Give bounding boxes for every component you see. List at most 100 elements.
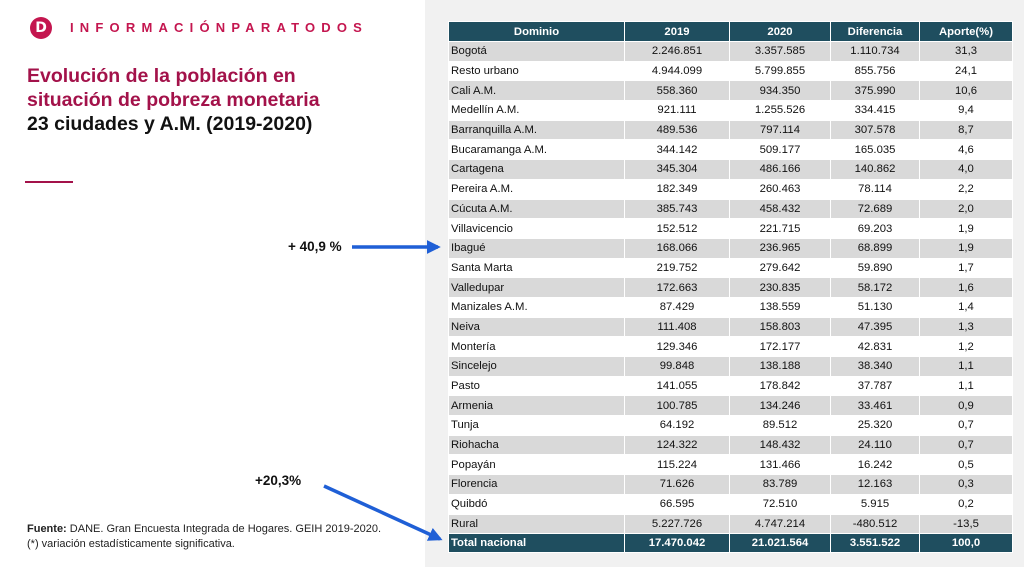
cell-contribution: 24,1 <box>919 60 1013 82</box>
cell-difference: 1.110.734 <box>830 41 920 62</box>
table-row: Bogotá 2.246.851 3.357.585 1.110.734 31,3 <box>448 41 1013 62</box>
cell-difference: 38.340 <box>830 356 920 377</box>
cell-domain: Cali A.M. <box>448 80 625 102</box>
table-header-row: Dominio 2019 2020 Diferencia Aporte(%) <box>448 21 1013 42</box>
cell-domain: Florencia <box>448 474 625 495</box>
title-line-3: 23 ciudades y A.M. (2019-2020) <box>27 113 313 135</box>
poverty-table: Dominio 2019 2020 Diferencia Aporte(%) B… <box>448 21 1013 554</box>
cell-2019: 172.663 <box>624 277 730 298</box>
table-row: Pereira A.M. 182.349 260.463 78.114 2,2 <box>448 178 1013 200</box>
cell-domain: Bucaramanga A.M. <box>448 139 625 161</box>
cell-difference: 375.990 <box>830 80 920 102</box>
cell-domain: Medellín A.M. <box>448 100 625 121</box>
cell-domain: Quibdó <box>448 493 625 515</box>
table-row: Manizales A.M. 87.429 138.559 51.130 1,4 <box>448 296 1013 318</box>
cell-contribution: 1,1 <box>919 375 1013 397</box>
cell-difference: 5.915 <box>830 493 920 515</box>
cell-contribution: -13,5 <box>919 513 1013 535</box>
logo-letter: D <box>35 20 47 36</box>
cell-2020: 138.188 <box>729 356 831 377</box>
cell-2020: 83.789 <box>729 474 831 495</box>
cell-difference: 37.787 <box>830 375 920 397</box>
cell-contribution: 0,7 <box>919 434 1013 456</box>
cell-2019: 168.066 <box>624 237 730 259</box>
cell-2020: 1.255.526 <box>729 100 831 121</box>
cell-difference: 51.130 <box>830 296 920 318</box>
cell-contribution: 1,1 <box>919 356 1013 377</box>
cell-contribution: 1,9 <box>919 218 1013 239</box>
cell-2019: 4.944.099 <box>624 60 730 82</box>
cell-2019: 129.346 <box>624 336 730 357</box>
cell-domain: Pasto <box>448 375 625 397</box>
footnote: (*) variación estadísticamente significa… <box>27 538 235 550</box>
cell-2019: 344.142 <box>624 139 730 161</box>
cell-difference: 16.242 <box>830 454 920 476</box>
cell-domain: Ibagué <box>448 237 625 259</box>
cell-2019: 489.536 <box>624 119 730 141</box>
cell-2020: 934.350 <box>729 80 831 102</box>
table-row: Cartagena 345.304 486.166 140.862 4,0 <box>448 159 1013 180</box>
cell-domain: Manizales A.M. <box>448 296 625 318</box>
source-text: DANE. Gran Encuesta Integrada de Hogares… <box>66 523 382 535</box>
table-row: Montería 129.346 172.177 42.831 1,2 <box>448 336 1013 357</box>
cell-2020: 158.803 <box>729 316 831 338</box>
cell-domain: Riohacha <box>448 434 625 456</box>
cell-2020: 148.432 <box>729 434 831 456</box>
cell-contribution: 2,0 <box>919 198 1013 220</box>
cell-2019: 182.349 <box>624 178 730 200</box>
table-body: Bogotá 2.246.851 3.357.585 1.110.734 31,3 Res… <box>448 41 1013 535</box>
left-panel: D INFORMACIÓNPARATODOS Evolución de la p… <box>0 0 425 567</box>
cell-contribution: 8,7 <box>919 119 1013 141</box>
cell-difference: -480.512 <box>830 513 920 535</box>
cell-2020: 458.432 <box>729 198 831 220</box>
table-row: Villavicencio 152.512 221.715 69.203 1,9 <box>448 218 1013 239</box>
total-2019: 17.470.042 <box>624 533 730 554</box>
cell-2020: 279.642 <box>729 257 831 279</box>
cell-2019: 345.304 <box>624 159 730 180</box>
table-row: Resto urbano 4.944.099 5.799.855 855.756 24,… <box>448 60 1013 82</box>
cell-2019: 66.595 <box>624 493 730 515</box>
cell-domain: Barranquilla A.M. <box>448 119 625 141</box>
cell-2020: 89.512 <box>729 415 831 436</box>
title-divider <box>25 181 73 183</box>
cell-2019: 558.360 <box>624 80 730 102</box>
cell-domain: Cartagena <box>448 159 625 180</box>
col-header-2020: 2020 <box>729 21 831 42</box>
total-contribution: 100,0 <box>919 533 1013 554</box>
cell-2020: 230.835 <box>729 277 831 298</box>
table-row: Pasto 141.055 178.842 37.787 1,1 <box>448 375 1013 397</box>
table-row: Tunja 64.192 89.512 25.320 0,7 <box>448 415 1013 436</box>
cell-contribution: 1,6 <box>919 277 1013 298</box>
cell-2019: 87.429 <box>624 296 730 318</box>
cell-2019: 124.322 <box>624 434 730 456</box>
table-row: Armenia 100.785 134.246 33.461 0,9 <box>448 395 1013 417</box>
footer-source: Fuente: DANE. Gran Encuesta Integrada de… <box>27 522 422 552</box>
source-line: Fuente: DANE. Gran Encuesta Integrada de… <box>27 522 422 537</box>
total-2020: 21.021.564 <box>729 533 831 554</box>
table-row: Barranquilla A.M. 489.536 797.114 307.578 8,… <box>448 119 1013 141</box>
table-row: Cúcuta A.M. 385.743 458.432 72.689 2,0 <box>448 198 1013 220</box>
table-row: Santa Marta 219.752 279.642 59.890 1,7 <box>448 257 1013 279</box>
table-row: Florencia 71.626 83.789 12.163 0,3 <box>448 474 1013 495</box>
cell-domain: Pereira A.M. <box>448 178 625 200</box>
cell-domain: Villavicencio <box>448 218 625 239</box>
cell-contribution: 0,5 <box>919 454 1013 476</box>
cell-2020: 172.177 <box>729 336 831 357</box>
cell-2019: 64.192 <box>624 415 730 436</box>
table-row: Medellín A.M. 921.111 1.255.526 334.415 9,4 <box>448 100 1013 121</box>
table-row: Sincelejo 99.848 138.188 38.340 1,1 <box>448 356 1013 377</box>
cell-contribution: 9,4 <box>919 100 1013 121</box>
cell-2020: 797.114 <box>729 119 831 141</box>
title-line-2: situación de pobreza monetaria <box>27 89 320 111</box>
cell-2020: 509.177 <box>729 139 831 161</box>
title-line-1: Evolución de la población en <box>27 65 296 87</box>
cell-2020: 72.510 <box>729 493 831 515</box>
table-row: Valledupar 172.663 230.835 58.172 1,6 <box>448 277 1013 298</box>
cell-2020: 486.166 <box>729 159 831 180</box>
col-header-contribution: Aporte(%) <box>919 21 1013 42</box>
cell-difference: 78.114 <box>830 178 920 200</box>
cell-domain: Sincelejo <box>448 356 625 377</box>
cell-difference: 47.395 <box>830 316 920 338</box>
cell-difference: 12.163 <box>830 474 920 495</box>
cell-difference: 140.862 <box>830 159 920 180</box>
